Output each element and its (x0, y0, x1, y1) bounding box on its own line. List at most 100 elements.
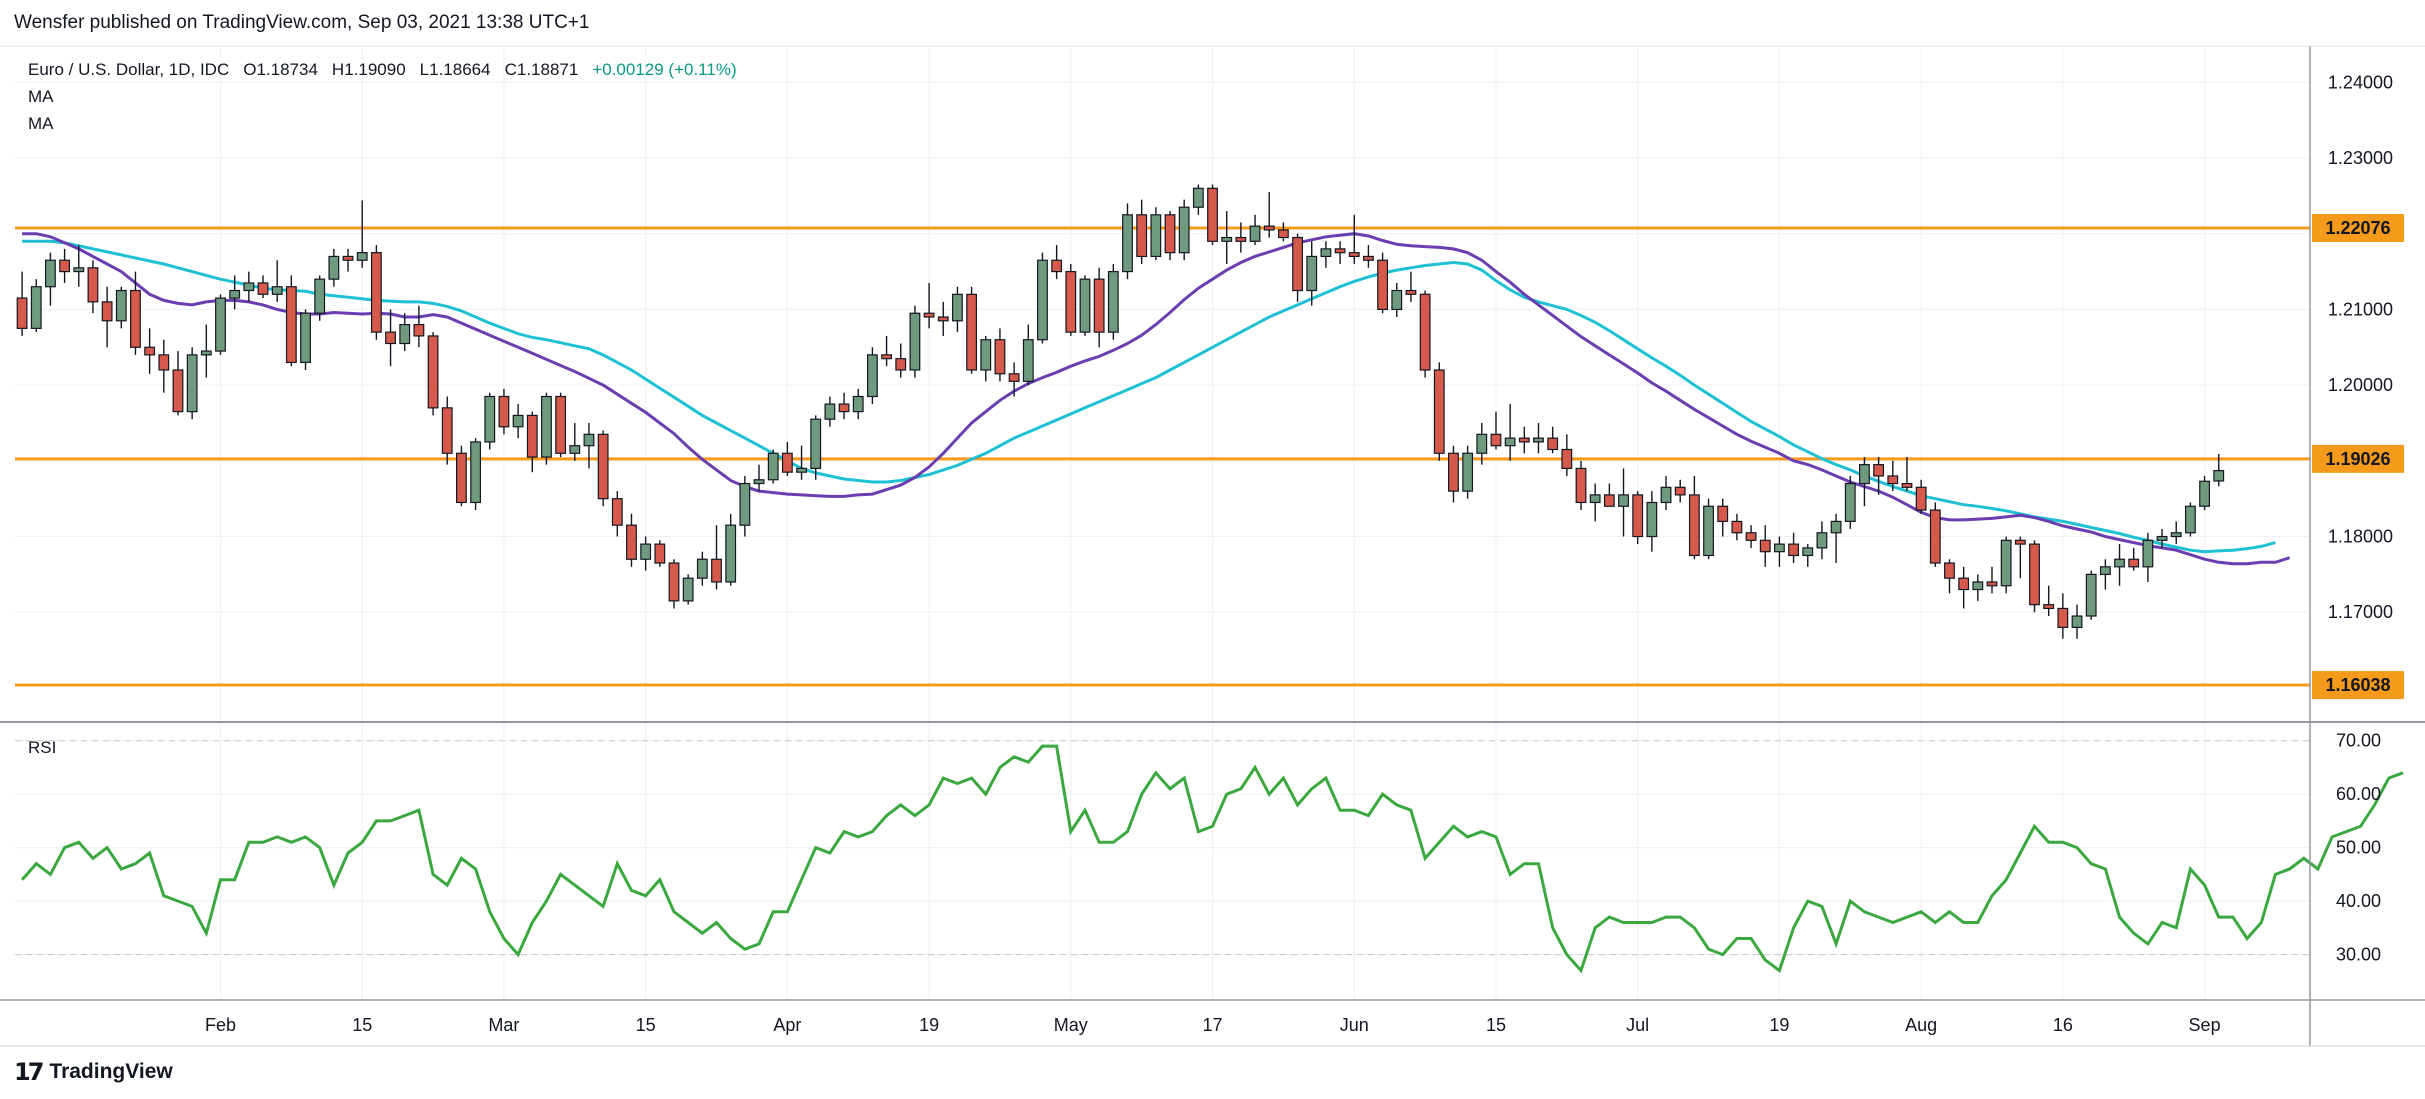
candle-up (2099, 559, 2111, 590)
rsi-legend[interactable]: RSI (28, 738, 57, 757)
candle-body (484, 395, 496, 443)
candle-up (1830, 513, 1842, 564)
candle-body (1703, 505, 1714, 557)
rsi-series (20, 744, 2404, 974)
candle-body (1674, 486, 1686, 496)
candle-body (2184, 505, 2196, 534)
candle-body (1249, 225, 1261, 242)
rsi-axis[interactable]: 70.00 60.00 50.00 40.00 30.00 (2336, 731, 2381, 965)
level-price-tag (2312, 444, 2404, 473)
candle-body (1277, 229, 1289, 239)
time-tick-label: 15 (352, 1015, 372, 1035)
candle-body (441, 407, 453, 454)
price-axis[interactable]: 1.240001.230001.220001.210001.200001.190… (2312, 72, 2404, 700)
candle-down (441, 396, 453, 465)
high-key: H (331, 60, 345, 79)
candle-down (1235, 222, 1247, 253)
time-tick-label: May (1054, 1015, 1088, 1035)
candle-up (215, 294, 226, 355)
time-axis[interactable]: Feb 15 Mar 15 Apr 19 May 17 Jun 15 Jul 19 Aug 16 Sep (205, 1015, 2221, 1035)
candle-body (781, 452, 793, 473)
time-tick-label: Aug (1905, 1015, 1937, 1035)
pane-frames (0, 45, 2425, 1047)
candle-down (1688, 475, 1700, 560)
candle-body (427, 335, 439, 409)
candle-down (455, 445, 467, 507)
candle-up (1646, 491, 1658, 552)
candle-down (555, 392, 567, 458)
candle-up (739, 475, 751, 537)
candle-down (172, 351, 184, 416)
candle-body (1433, 369, 1445, 454)
candle-up (1306, 241, 1318, 306)
candle-up (1462, 445, 1474, 499)
candle-body (1603, 494, 1615, 507)
candle-body (1561, 448, 1573, 470)
low-value: 1.18664 (429, 60, 491, 79)
candle-down (1263, 192, 1275, 238)
candle-up (1249, 214, 1261, 246)
candle-up (1660, 475, 1672, 511)
candle-down (1419, 290, 1431, 378)
candle-body (342, 255, 354, 261)
candle-body (2057, 607, 2069, 628)
candle-body (1788, 543, 1800, 557)
symbol-name[interactable]: Euro / U.S. Dollar, 1D, IDC (28, 60, 230, 79)
candle-body (73, 267, 85, 273)
candle-down (87, 260, 99, 314)
candle-down (2057, 593, 2069, 639)
candle-body (1136, 214, 1148, 258)
candle-body (1773, 543, 1785, 553)
candle-up (980, 335, 992, 382)
candle-body (824, 403, 836, 420)
ma-legend-2[interactable]: MA (28, 114, 54, 133)
publisher-header: Wensfer published on TradingView.com, Se… (0, 0, 2425, 46)
candle-body (2014, 539, 2026, 545)
candle-body (1363, 255, 1374, 261)
candle-up (1192, 184, 1204, 215)
candle-body (1929, 509, 1941, 564)
candle-up (484, 392, 496, 450)
candle-body (1873, 464, 1885, 477)
candle-body (1065, 270, 1077, 333)
candle-down (130, 271, 141, 355)
candle-up (866, 347, 878, 405)
ma-legend-1[interactable]: MA (28, 87, 54, 106)
candle-up (1618, 468, 1629, 537)
candle-up (243, 271, 255, 302)
candle-down (711, 525, 722, 590)
candle-down (1873, 457, 1885, 495)
candle-body (2142, 539, 2154, 568)
candle-down (611, 491, 623, 537)
candle-down (597, 430, 609, 507)
candle-body (1575, 467, 1587, 504)
candle-down (1915, 479, 1927, 514)
candle-up (1703, 498, 1714, 560)
tradingview-logo[interactable]: 17 TradingView (14, 1057, 173, 1087)
candle-down (285, 275, 297, 367)
candle-down (1717, 498, 1729, 537)
candle-body (895, 358, 907, 371)
candle-body (1122, 214, 1133, 273)
candle-up (796, 445, 807, 480)
candle-body (1915, 486, 1927, 511)
candle-body (172, 369, 184, 413)
time-tick-label: Mar (488, 1015, 519, 1035)
candle-body (937, 316, 949, 322)
candle-up (1320, 241, 1332, 268)
candle-body (16, 297, 28, 329)
candle-up (2156, 528, 2168, 548)
candle-body (1079, 278, 1091, 333)
published-info: Wensfer published on TradingView.com, Se… (14, 12, 590, 33)
candle-body (1547, 437, 1559, 451)
candle-down (342, 248, 354, 272)
candle-up (696, 551, 708, 586)
candle-down (781, 441, 793, 476)
horizontal-levels[interactable] (15, 226, 2310, 687)
candle-body (611, 498, 623, 526)
candle-body (1533, 437, 1544, 443)
candle-body (2029, 543, 2040, 606)
candle-body (1207, 187, 1218, 242)
price-tick-label: 1.23000 (2328, 148, 2393, 168)
